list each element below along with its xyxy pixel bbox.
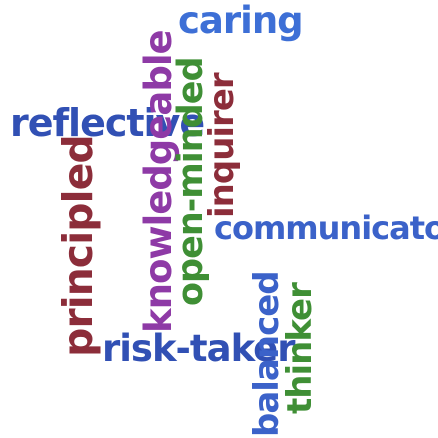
word-inquirer: inquirer (202, 73, 242, 218)
word-thinker: thinker (280, 283, 320, 414)
word-communicator: communicator (214, 209, 438, 247)
word-risk-taker: risk-taker (102, 327, 296, 370)
word-reflective: reflective (10, 101, 205, 145)
word-caring: caring (178, 0, 304, 42)
word-balanced: balanced (247, 271, 287, 437)
word-principled: principled (54, 135, 102, 357)
